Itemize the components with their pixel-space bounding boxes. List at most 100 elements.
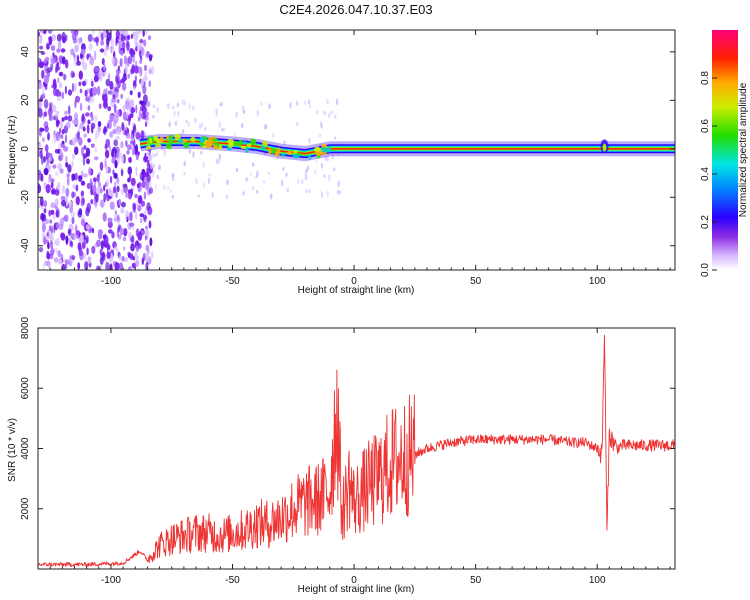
noise-blob (50, 45, 56, 51)
noise-blob (60, 48, 66, 53)
noise-blob (52, 214, 56, 221)
noise-blob (115, 125, 121, 135)
noise-blob (71, 191, 75, 199)
noise-blob (64, 115, 69, 121)
noise-blob (135, 245, 139, 253)
noise-blob (50, 209, 55, 215)
noise-blob (46, 229, 50, 240)
snr-plot-area (38, 334, 675, 567)
noise-blob (86, 53, 92, 58)
noise-blob (85, 147, 91, 157)
noise-blob (120, 168, 124, 177)
noise-blob (64, 134, 68, 144)
noise-blob (132, 256, 135, 261)
noise-blob (134, 193, 138, 199)
noise-blob (49, 224, 51, 232)
noise-blob (56, 119, 60, 125)
noise-blob (91, 227, 95, 234)
speckle (152, 114, 155, 119)
noise-blob (140, 217, 143, 224)
snr-x-tick-label: -50 (225, 575, 240, 586)
noise-blob (85, 235, 89, 244)
speckle (171, 172, 175, 179)
noise-blob (46, 43, 50, 50)
chart-title: C2E4.2026.047.10.37.E03 (279, 2, 432, 17)
noise-blob (133, 138, 136, 148)
signal-clump (153, 136, 158, 140)
noise-blob (83, 145, 87, 151)
noise-blob (142, 84, 147, 95)
noise-blob (92, 86, 98, 96)
noise-blob (53, 257, 59, 263)
noise-blob (87, 105, 91, 111)
signal-clump (177, 139, 184, 143)
colorbar-tick-label: 0.8 (700, 71, 711, 85)
noise-blob (71, 160, 74, 168)
noise-blob (80, 218, 86, 227)
noise-blob (61, 56, 66, 65)
speckle (337, 180, 340, 188)
noise-blob (51, 34, 57, 42)
speckle (197, 194, 201, 198)
speckle (216, 158, 219, 165)
snr-x-tick-label: 100 (589, 575, 606, 586)
noise-blob (96, 173, 100, 183)
speckle (183, 160, 186, 167)
noise-blob (139, 213, 145, 218)
speckle (171, 194, 175, 199)
noise-blob (130, 107, 136, 114)
noise-blob (85, 112, 90, 117)
speckle (320, 191, 324, 198)
noise-blob (113, 139, 118, 147)
spectrogram-y-tick-label: -20 (20, 190, 31, 205)
noise-blob (113, 172, 118, 179)
noise-blob (90, 143, 95, 148)
signal-clump (155, 143, 162, 148)
noise-blob (74, 83, 77, 92)
noise-blob (49, 219, 53, 224)
noise-blob (130, 243, 135, 252)
speckle (208, 173, 211, 177)
noise-blob (125, 192, 129, 199)
noise-blob (82, 62, 88, 71)
noise-blob (54, 189, 60, 197)
noise-blob (72, 137, 77, 146)
noise-blob (94, 114, 98, 123)
noise-blob (124, 257, 129, 263)
noise-blob (65, 59, 69, 69)
spectrogram-y-tick-label: 0 (20, 146, 31, 152)
speckle (319, 133, 322, 138)
spectrogram-x-tick-label: -100 (101, 276, 121, 287)
noise-blob (59, 148, 63, 156)
noise-blob (138, 243, 142, 249)
noise-blob (116, 185, 120, 193)
noise-blob (72, 173, 76, 181)
speckle (167, 102, 170, 110)
noise-blob (120, 141, 124, 149)
noise-blob (76, 54, 80, 63)
noise-blob (54, 198, 59, 207)
noise-blob (139, 100, 144, 105)
speckle (163, 145, 166, 152)
noise-blob (57, 250, 61, 258)
speckle (152, 152, 155, 157)
noise-blob (108, 229, 113, 234)
noise-blob (38, 169, 42, 176)
noise-blob (116, 151, 120, 158)
noise-blob (118, 198, 121, 206)
noise-blob (93, 50, 97, 61)
noise-blob (135, 166, 138, 177)
signal-clump (174, 133, 181, 141)
signal-clump (233, 141, 240, 147)
noise-blob (108, 190, 114, 197)
noise-blob (68, 261, 73, 267)
signal-clump (156, 138, 161, 144)
noise-blob (122, 104, 126, 111)
signal-clump (281, 152, 285, 157)
speckle (195, 178, 198, 185)
signal-clump (227, 139, 234, 144)
noise-blob (142, 76, 148, 82)
colorbar-ticks: 0.0 0.2 0.4 0.6 0.8 (700, 71, 717, 277)
noise-blob (43, 59, 47, 64)
speckle (323, 174, 326, 178)
